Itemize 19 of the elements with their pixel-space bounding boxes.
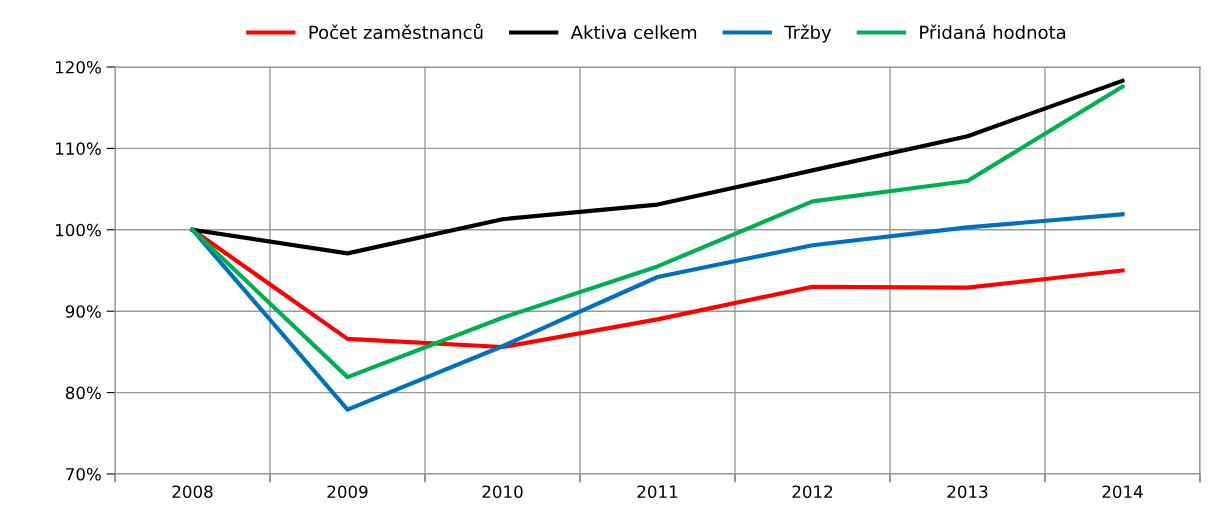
legend-label: Tržby	[784, 24, 832, 43]
line-series	[190, 78, 1125, 256]
x-tick-label: 2013	[947, 485, 988, 499]
legend-label: Aktiva celkem	[570, 25, 697, 40]
line-series	[190, 84, 1125, 380]
x-tick-label: 2009	[327, 485, 368, 499]
y-tick-label: 110%	[55, 142, 101, 155]
y-tick-label: 120%	[55, 60, 101, 74]
legend-label: Počet zaměstnanců	[309, 23, 483, 40]
y-tick-label: 80%	[65, 386, 101, 400]
y-tick-label: 90%	[65, 305, 101, 318]
x-tick-label: 2012	[792, 485, 833, 499]
x-tick-label: 2014	[1102, 485, 1143, 499]
y-tick-label: 100%	[55, 223, 101, 237]
legend-label: Přidaná hodnota	[920, 24, 1066, 40]
x-tick-label: 2011	[637, 485, 678, 499]
x-tick-label: 2010	[482, 485, 523, 499]
y-tick-label: 70%	[66, 467, 101, 481]
x-tick-label: 2008	[172, 485, 213, 499]
